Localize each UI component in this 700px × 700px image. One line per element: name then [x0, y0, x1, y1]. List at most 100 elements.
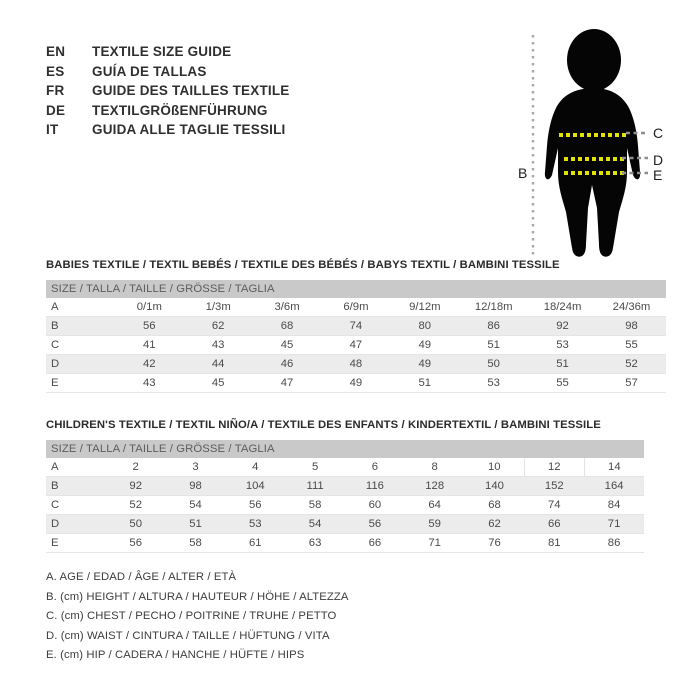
table-cell: 24/36m — [597, 298, 666, 317]
language-title-block: EN TEXTILE SIZE GUIDE ES GUÍA DE TALLAS FR GU… — [46, 44, 346, 142]
table-cell: 2 — [105, 458, 166, 477]
table-row: A 2 3 4 5 6 8 10 12 14 — [46, 458, 644, 477]
table-cell: 92 — [105, 476, 166, 496]
row-label-d: D — [46, 354, 115, 374]
table-cell: 51 — [528, 354, 597, 374]
table-cell: 45 — [252, 335, 322, 355]
table-cell: 0/1m — [114, 298, 184, 317]
babies-textile-section: BABIES TEXTILE / TEXTIL BEBÉS / TEXTILE … — [46, 258, 666, 393]
babies-size-table: SIZE / TALLA / TAILLE / GRÖSSE / TAGLIA A… — [46, 280, 666, 393]
table-cell: 9/12m — [390, 298, 460, 317]
language-title: GUÍA DE TALLAS — [92, 63, 207, 79]
size-guide-figure: B C D E — [496, 22, 686, 270]
table-cell: 54 — [285, 514, 345, 534]
legend-row: A. AGE / EDAD / ÂGE / ALTER / ETÀ — [46, 571, 237, 583]
row-label-b: B — [46, 476, 106, 496]
row-label-d: D — [46, 514, 106, 534]
table-cell: 52 — [105, 495, 166, 515]
size-header-label: SIZE / TALLA / TAILLE / GRÖSSE / TAGLIA — [46, 440, 644, 458]
table-row: E 56 58 61 63 66 71 76 81 86 — [46, 533, 644, 553]
table-cell: 12/18m — [459, 298, 529, 317]
legend-row: E. (cm) HIP / CADERA / HANCHE / HÜFTE / … — [46, 649, 305, 661]
table-cell: 44 — [183, 354, 253, 374]
table-cell: 56 — [225, 495, 286, 515]
table-cell: 4 — [225, 458, 286, 477]
table-cell: 59 — [404, 514, 465, 534]
table-cell: 3 — [165, 458, 226, 477]
babies-table-body: SIZE / TALLA / TAILLE / GRÖSSE / TAGLIA A… — [46, 280, 666, 393]
language-code: IT — [46, 122, 59, 137]
table-cell: 111 — [285, 476, 345, 496]
table-cell: 45 — [183, 373, 253, 393]
table-cell: 80 — [390, 316, 460, 336]
measurement-legend: A. AGE / EDAD / ÂGE / ALTER / ETÀ B. (cm)… — [46, 568, 466, 666]
legend-row: C. (cm) CHEST / PECHO / POITRINE / TRUHE… — [46, 610, 337, 622]
table-cell: 8 — [404, 458, 465, 477]
language-row: FR GUIDE DES TAILLES TEXTILE — [46, 83, 346, 103]
table-cell: 104 — [225, 476, 286, 496]
table-cell: 92 — [528, 316, 597, 336]
table-row: B 92 98 104 111 116 128 140 152 164 — [46, 476, 644, 496]
table-cell: 3/6m — [252, 298, 322, 317]
silhouette-body — [544, 29, 641, 257]
table-cell: 5 — [285, 458, 345, 477]
legend-row: D. (cm) WAIST / CINTURA / TAILLE / HÜFTU… — [46, 629, 330, 642]
language-row: IT GUIDA ALLE TAGLIE TESSILI — [46, 122, 346, 142]
table-cell: 6 — [344, 458, 405, 477]
table-cell: 50 — [459, 354, 529, 374]
size-header-row: SIZE / TALLA / TAILLE / GRÖSSE / TAGLIA — [46, 280, 666, 298]
table-cell: 98 — [165, 476, 226, 496]
row-label-c: C — [46, 495, 106, 515]
table-cell: 51 — [390, 373, 460, 393]
row-label-c: C — [46, 335, 115, 355]
size-header-row: SIZE / TALLA / TAILLE / GRÖSSE / TAGLIA — [46, 440, 644, 458]
figure-label-b: B — [518, 165, 528, 181]
table-cell: 56 — [105, 533, 166, 553]
table-cell: 18/24m — [528, 298, 597, 317]
table-cell: 14 — [584, 458, 644, 477]
table-cell: 60 — [344, 495, 405, 515]
language-code: ES — [46, 63, 65, 79]
language-title: GUIDA ALLE TAGLIE TESSILI — [92, 122, 286, 137]
child-silhouette-svg — [531, 29, 648, 257]
table-cell: 50 — [105, 514, 166, 534]
babies-section-title: BABIES TEXTILE / TEXTIL BEBÉS / TEXTILE … — [46, 259, 560, 271]
language-code: EN — [46, 44, 66, 59]
table-cell: 116 — [344, 476, 405, 496]
table-cell: 164 — [584, 476, 644, 496]
table-row: C 52 54 56 58 60 64 68 74 84 — [46, 495, 644, 515]
row-label-e: E — [46, 533, 106, 553]
children-table-body: SIZE / TALLA / TAILLE / GRÖSSE / TAGLIA A… — [46, 440, 644, 553]
table-cell: 61 — [225, 533, 286, 553]
table-cell: 43 — [183, 335, 253, 355]
table-cell: 47 — [321, 335, 391, 355]
table-cell: 140 — [464, 476, 525, 496]
table-cell: 58 — [285, 495, 345, 515]
language-row: ES GUÍA DE TALLAS — [46, 64, 346, 84]
size-header-label: SIZE / TALLA / TAILLE / GRÖSSE / TAGLIA — [46, 280, 666, 298]
language-title: TEXTILE SIZE GUIDE — [92, 44, 232, 59]
table-cell: 53 — [459, 373, 529, 393]
table-cell: 98 — [597, 316, 666, 336]
table-cell: 66 — [344, 533, 405, 553]
row-label-a: A — [46, 458, 106, 477]
table-cell: 63 — [285, 533, 345, 553]
table-cell: 48 — [321, 354, 391, 374]
figure-label-e: E — [653, 167, 663, 183]
table-cell: 41 — [114, 335, 184, 355]
table-row: A 0/1m 1/3m 3/6m 6/9m 9/12m 12/18m 18/24m 24/36m — [46, 298, 666, 317]
language-code: FR — [46, 83, 65, 98]
table-cell: 86 — [584, 533, 644, 553]
row-label-e: E — [46, 373, 115, 393]
table-cell: 43 — [114, 373, 184, 393]
table-cell: 46 — [252, 354, 322, 374]
table-cell: 12 — [523, 458, 585, 477]
row-label-a: A — [46, 298, 115, 317]
table-cell: 42 — [114, 354, 184, 374]
table-row: D 50 51 53 54 56 59 62 66 71 — [46, 514, 644, 534]
table-cell: 54 — [165, 495, 226, 515]
table-cell: 55 — [597, 335, 666, 355]
table-cell: 49 — [321, 373, 391, 393]
language-row: DE TEXTILGRÖßENFÜHRUNG — [46, 103, 346, 123]
table-cell: 152 — [524, 476, 585, 496]
